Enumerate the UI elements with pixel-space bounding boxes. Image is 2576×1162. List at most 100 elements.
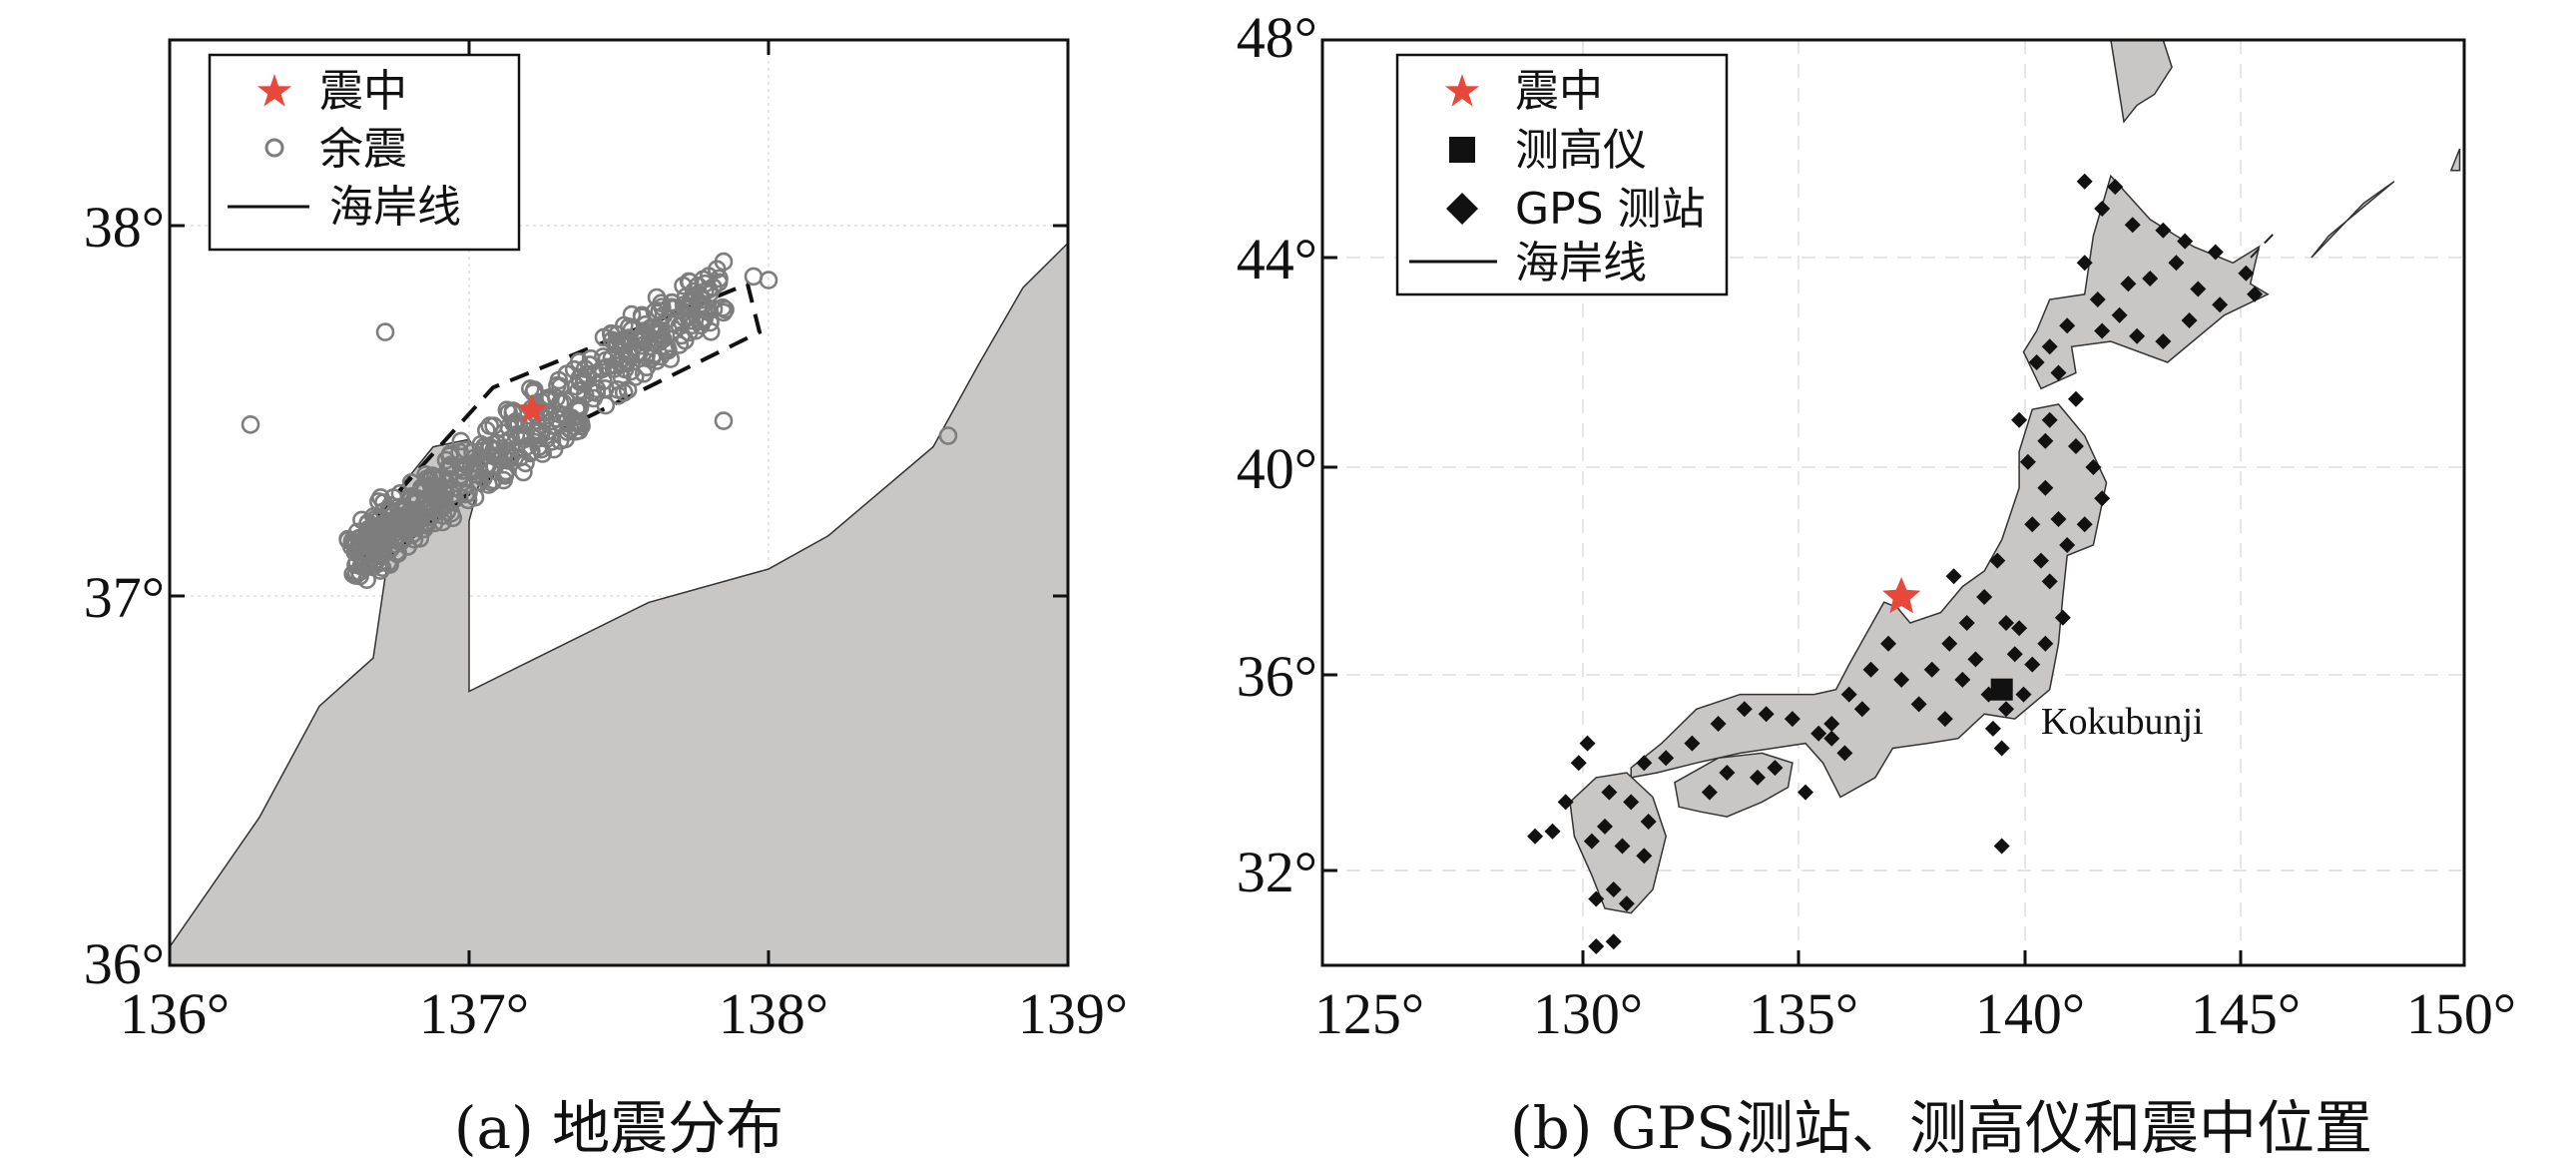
aftershock-marker: [438, 457, 458, 477]
gps-station-marker: [1588, 938, 1605, 954]
gps-station-marker: [1588, 890, 1605, 907]
gps-station-marker: [2094, 200, 2111, 217]
gps-station-marker: [1910, 696, 1927, 713]
panel-b-x-tick-140: 140°: [1975, 981, 2085, 1046]
aftershock-marker: [621, 345, 641, 365]
aftershock-marker: [637, 357, 657, 377]
aftershock-marker: [583, 382, 603, 401]
gps-station-marker: [1623, 794, 1640, 811]
panel-b-tide-gauge-label: Kokubunji: [2041, 701, 2204, 743]
aftershock-marker: [453, 473, 472, 492]
panel-b-legend-gps-label: GPS 测站: [1515, 184, 1706, 235]
aftershock-marker: [692, 290, 712, 309]
gps-station-marker: [2028, 354, 2045, 370]
gps-station-marker: [1583, 833, 1600, 850]
panel-b-caption: (b) GPS测站、测高仪和震中位置: [1510, 1094, 2372, 1162]
gps-station-marker: [1636, 755, 1653, 772]
panel-b-map: Kokubunji 125° 130° 135° 140° 145° 150° …: [1237, 5, 2516, 1162]
aftershock-marker: [451, 431, 471, 451]
gps-station-marker: [1998, 701, 2015, 718]
gps-station-marker: [2238, 265, 2255, 282]
panel-b-legend-box: [1395, 53, 1729, 296]
aftershock-marker: [480, 416, 500, 435]
gps-station-marker: [1989, 552, 2006, 569]
gps-station-marker: [1923, 661, 1940, 678]
gps-station-marker: [1784, 711, 1801, 728]
gps-station-marker: [2111, 306, 2128, 323]
aftershock-marker: [682, 291, 702, 310]
aftershock-marker: [714, 252, 734, 272]
gps-station-marker: [1596, 818, 1613, 835]
gps-station-marker: [1527, 828, 1544, 845]
gps-station-marker: [2019, 453, 2036, 470]
panel-a-y-tick-38: 38°: [84, 195, 165, 260]
gps-station-marker: [2015, 686, 2032, 703]
gps-station-marker: [1579, 735, 1596, 752]
aftershock-marker: [565, 411, 585, 431]
aftershock-marker: [400, 501, 420, 521]
gps-station-marker: [1736, 701, 1753, 718]
gps-station-marker: [1636, 848, 1653, 865]
panel-b-sakhalin-land: [2110, 40, 2173, 124]
aftershock-marker: [550, 431, 570, 450]
panel-b-legend-epicenter-label: 震中: [1515, 66, 1603, 117]
aftershock-marker: [501, 429, 521, 449]
gps-station-marker: [2024, 516, 2041, 533]
gps-station-marker: [2059, 317, 2076, 334]
aftershock-marker: [516, 453, 535, 473]
aftershock-marker: [387, 544, 407, 564]
gps-station-marker: [1710, 716, 1727, 732]
gps-station-marker: [2050, 364, 2067, 381]
gps-station-marker: [1618, 895, 1635, 912]
panel-b-y-tick-44: 44°: [1237, 227, 1317, 291]
gps-station-marker: [2107, 179, 2124, 196]
aftershock-marker: [938, 426, 958, 445]
panel-b-tide-gauge-square: [1990, 678, 2013, 701]
aftershock-marker: [435, 495, 455, 515]
aftershock-marker: [558, 411, 577, 430]
gps-station-marker: [1601, 784, 1618, 801]
panel-a-tick-marks: [170, 40, 1068, 965]
gps-station-marker: [2076, 516, 2093, 533]
aftershock-marker: [575, 359, 595, 378]
panel-b-shikoku-land: [1674, 752, 1794, 818]
aftershock-marker: [375, 322, 395, 341]
aftershock-marker: [587, 379, 607, 399]
gps-station-marker: [2006, 646, 2023, 663]
aftershock-marker: [391, 506, 411, 526]
aftershock-marker: [422, 478, 442, 498]
gps-station-marker: [2089, 291, 2106, 307]
gps-station-marker: [1640, 814, 1657, 830]
aftershock-marker: [495, 466, 515, 485]
aftershock-marker: [608, 379, 628, 399]
gps-station-marker: [1967, 651, 1984, 668]
gps-station-marker: [2076, 173, 2093, 190]
aftershock-marker: [675, 308, 695, 327]
gps-station-marker: [1701, 784, 1718, 801]
aftershock-marker: [622, 304, 642, 324]
aftershock-marker: [714, 411, 734, 430]
gps-station-marker: [2054, 609, 2071, 626]
gps-station-marker: [1605, 881, 1622, 897]
panel-b-y-tick-40: 40°: [1237, 436, 1317, 501]
gps-station-marker: [1853, 701, 1870, 718]
aftershock-marker: [499, 417, 519, 437]
gps-station-marker: [2024, 656, 2041, 673]
panel-a-x-tick-137: 137°: [419, 981, 529, 1046]
gps-station-marker: [1954, 671, 1971, 688]
panel-b-tick-marks: [1322, 256, 2243, 965]
aftershock-marker: [634, 327, 653, 347]
gps-station-marker: [2142, 271, 2159, 287]
gps-station-marker: [1823, 716, 1840, 732]
aftershock-marker: [662, 297, 682, 317]
gps-station-marker: [2050, 511, 2067, 527]
gps-station-marker: [2037, 635, 2054, 652]
panel-a-fault-rectangle: [352, 281, 763, 573]
panel-a-x-tick-136: 136°: [120, 981, 230, 1046]
panel-a-aftershocks: [241, 252, 958, 590]
aftershock-marker: [606, 335, 626, 354]
panel-b-kuril-tip-land: [2449, 148, 2461, 172]
gps-station-marker: [1958, 615, 1975, 631]
gps-station-marker: [2168, 255, 2185, 272]
